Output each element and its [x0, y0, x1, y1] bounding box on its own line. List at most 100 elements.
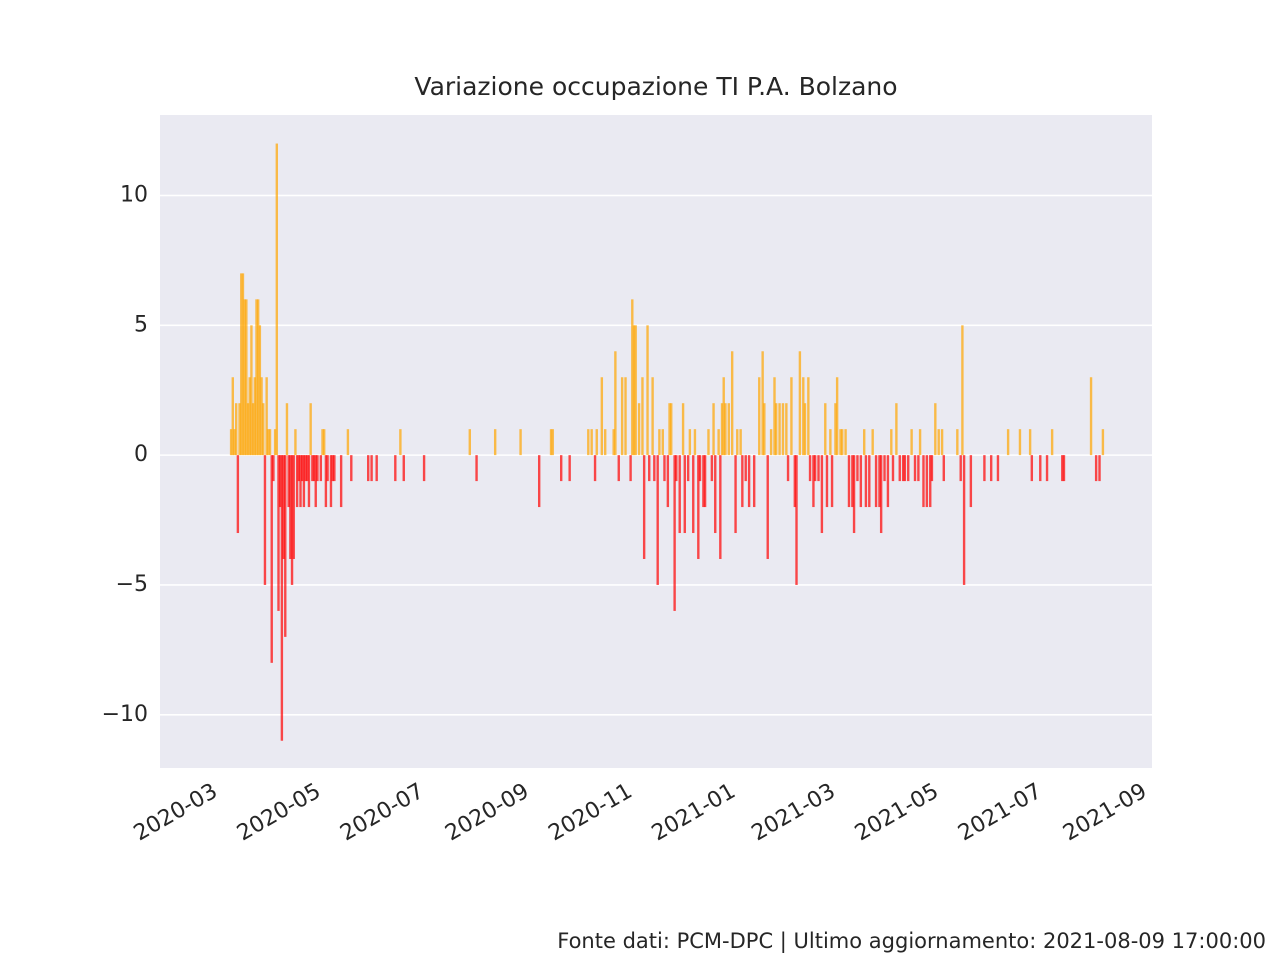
- bar: [294, 429, 297, 456]
- bar: [637, 403, 641, 456]
- bar: [367, 455, 370, 482]
- bar: [834, 403, 837, 456]
- bar: [878, 455, 881, 508]
- bar: [661, 429, 664, 456]
- bar: [798, 351, 802, 456]
- bar: [863, 429, 866, 456]
- bar: [719, 455, 722, 559]
- bar: [246, 403, 250, 456]
- bar: [278, 455, 282, 508]
- bar: [284, 455, 287, 637]
- bar: [549, 429, 553, 456]
- bar: [241, 273, 245, 456]
- bar: [275, 143, 279, 456]
- x-tick-label: 2020-11: [545, 779, 637, 847]
- bar: [879, 455, 883, 534]
- chart-title: Variazione occupazione TI P.A. Bolzano: [414, 72, 897, 101]
- bar: [730, 351, 734, 456]
- bar: [961, 325, 964, 456]
- bar: [394, 455, 397, 482]
- bar: [790, 377, 793, 456]
- bar: [891, 455, 895, 482]
- bar: [663, 455, 666, 482]
- bar: [568, 455, 571, 482]
- bar: [399, 429, 402, 456]
- x-tick-label: 2020-03: [130, 779, 222, 847]
- bar: [319, 455, 323, 482]
- bar: [913, 455, 917, 482]
- bar: [290, 455, 294, 585]
- bar: [642, 455, 646, 559]
- x-tick-label: 2021-09: [1059, 779, 1151, 847]
- bar: [668, 403, 671, 456]
- bar: [370, 455, 373, 482]
- bar: [983, 455, 986, 482]
- bar: [786, 455, 790, 482]
- bar: [724, 403, 727, 456]
- bar: [736, 429, 739, 456]
- bar: [758, 377, 761, 456]
- bar: [996, 455, 1000, 482]
- bar: [910, 429, 913, 456]
- bar: [268, 429, 272, 456]
- bar: [934, 403, 937, 456]
- bar: [314, 455, 317, 508]
- bar: [673, 455, 676, 611]
- x-tick-label: 2021-01: [648, 779, 740, 847]
- bar: [808, 455, 812, 482]
- bar: [720, 403, 724, 456]
- x-tick-label: 2021-03: [748, 779, 840, 847]
- bar: [956, 429, 959, 456]
- footnote: Fonte dati: PCM-DPC | Ultimo aggiornamen…: [557, 929, 1266, 954]
- bar: [1006, 429, 1010, 456]
- bar: [422, 455, 426, 482]
- bar: [475, 455, 478, 482]
- bar: [402, 455, 405, 482]
- x-tick-label: 2021-07: [954, 779, 1046, 847]
- bar: [693, 429, 697, 456]
- bar: [761, 351, 764, 456]
- bar: [632, 325, 636, 456]
- bar: [813, 455, 817, 482]
- bar: [587, 429, 590, 456]
- bar: [641, 377, 644, 456]
- bar: [1050, 429, 1054, 456]
- bar: [795, 455, 798, 585]
- bar: [844, 429, 847, 456]
- bar: [292, 455, 295, 559]
- bar: [717, 429, 720, 456]
- bar: [590, 429, 593, 456]
- bar: [350, 455, 353, 482]
- bar: [236, 455, 240, 534]
- bar: [959, 455, 962, 482]
- bar: [656, 455, 659, 585]
- bar: [253, 377, 256, 456]
- bar: [620, 377, 624, 456]
- bar: [229, 429, 233, 456]
- bar: [666, 455, 670, 508]
- bar: [255, 299, 258, 456]
- bar: [898, 455, 901, 482]
- bar: [922, 455, 925, 508]
- bar: [277, 455, 280, 611]
- bar: [1028, 429, 1032, 456]
- bar: [763, 403, 766, 456]
- bar: [346, 429, 350, 456]
- bar: [658, 429, 661, 456]
- bar: [895, 403, 898, 456]
- bar: [306, 455, 309, 482]
- bar: [851, 455, 854, 508]
- bar: [646, 325, 649, 456]
- bar: [634, 325, 637, 456]
- bar: [245, 299, 248, 456]
- bar: [739, 429, 742, 456]
- bar: [537, 455, 541, 508]
- bar: [282, 455, 285, 559]
- bar: [273, 429, 277, 456]
- bar: [519, 429, 522, 456]
- y-tick-label: −5: [116, 572, 148, 597]
- x-tick-label: 2021-05: [851, 779, 943, 847]
- bar: [333, 455, 336, 482]
- bar: [903, 455, 907, 482]
- bar: [989, 455, 993, 482]
